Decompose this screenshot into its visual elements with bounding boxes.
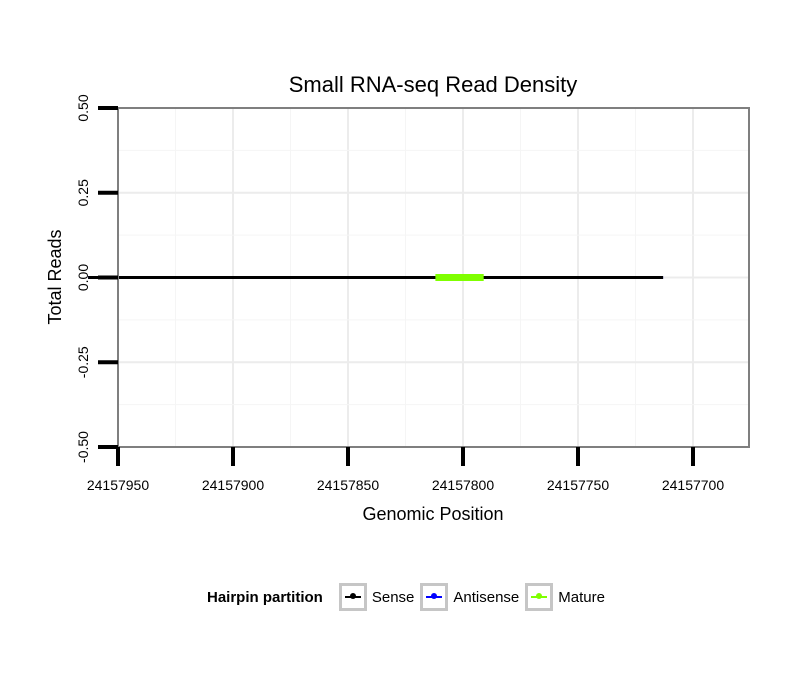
x-axis: 24157950 24157900 24157850 24157800 24157750… [87,447,725,493]
legend-point-icon [536,593,543,599]
y-tick-label: 0.25 [75,179,91,206]
y-tick-label: 0.00 [75,264,91,291]
legend-label-antisense: Antisense [453,588,520,606]
legend-item-sense: Sense [338,583,415,611]
legend-key-sense [338,583,367,611]
legend: Hairpin partition Sense Antisense Mature [207,580,611,614]
y-tick-label: 0.50 [75,94,91,121]
x-tick-label: 24157850 [317,477,380,493]
y-axis: 0.50 0.25 0.00 -0.25 -0.50 [75,94,118,463]
legend-key-mature [525,583,554,611]
chart-title: Small RNA-seq Read Density [289,72,578,97]
y-tick-label: -0.50 [75,431,91,463]
legend-item-mature: Mature [525,583,605,611]
legend-point-icon [349,593,356,599]
y-tick-label: -0.25 [75,346,91,378]
x-tick-label: 24157800 [432,477,495,493]
legend-title: Hairpin partition [207,588,323,606]
x-tick-label: 24157900 [202,477,265,493]
x-tick-label: 24157700 [662,477,725,493]
y-axis-label: Total Reads [45,229,65,324]
legend-label-sense: Sense [371,588,415,606]
x-tick-label: 24157750 [547,477,610,493]
x-axis-label: Genomic Position [362,504,503,524]
x-tick-label: 24157950 [87,477,150,493]
legend-item-antisense: Antisense [420,583,519,611]
legend-point-icon [431,593,438,599]
legend-key-antisense [420,583,449,611]
legend-label-mature: Mature [558,588,605,606]
